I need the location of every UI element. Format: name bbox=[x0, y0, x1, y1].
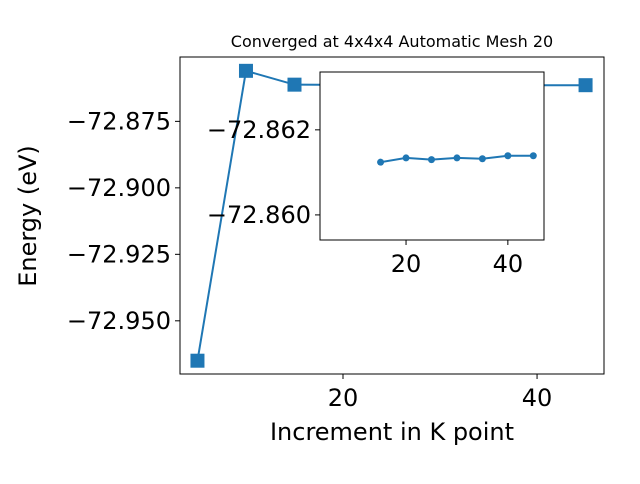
y-tick-label: −72.860 bbox=[207, 201, 311, 229]
marker bbox=[427, 156, 435, 164]
y-tick-label: −72.862 bbox=[207, 116, 311, 144]
marker bbox=[453, 154, 461, 162]
marker bbox=[190, 353, 205, 368]
x-tick-label: 40 bbox=[493, 250, 524, 278]
x-tick-label: 20 bbox=[328, 384, 359, 412]
x-axis-label: Increment in K point bbox=[270, 418, 514, 446]
x-tick-label: 40 bbox=[522, 384, 553, 412]
y-tick-label: −72.950 bbox=[67, 307, 171, 335]
marker bbox=[287, 77, 302, 92]
marker bbox=[529, 152, 537, 160]
marker bbox=[238, 63, 253, 78]
y-tick-label: −72.900 bbox=[67, 174, 171, 202]
y-tick-label: −72.925 bbox=[67, 240, 171, 268]
marker bbox=[504, 152, 512, 160]
marker bbox=[377, 158, 385, 166]
axes-frame bbox=[179, 56, 605, 375]
plot-group bbox=[377, 152, 537, 166]
marker bbox=[578, 78, 593, 93]
axes-frame bbox=[319, 71, 545, 241]
chart-title: Converged at 4x4x4 Automatic Mesh 20 bbox=[231, 32, 553, 51]
x-tick-label: 20 bbox=[391, 250, 422, 278]
y-tick-label: −72.875 bbox=[67, 107, 171, 135]
marker bbox=[402, 154, 410, 162]
marker bbox=[478, 155, 486, 163]
y-axis-label: Energy (eV) bbox=[14, 145, 42, 287]
